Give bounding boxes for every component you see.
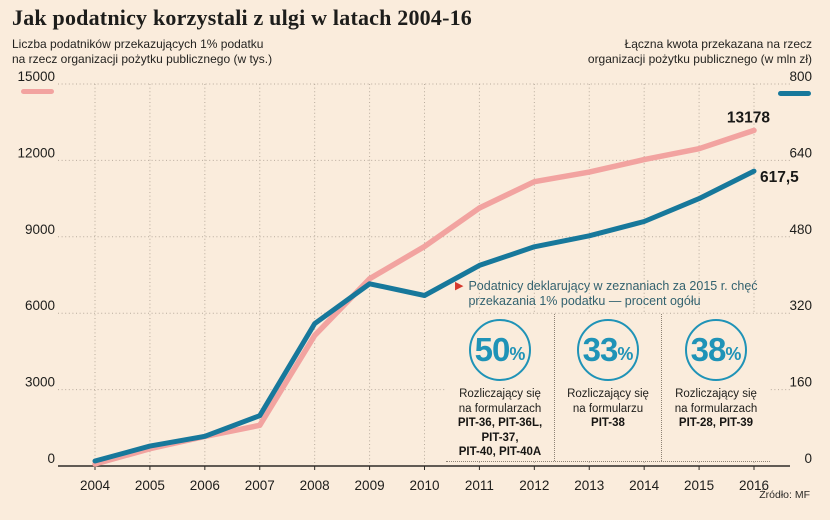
right-axis-caption: Łączna kwota przekazana na rzecz organiz… xyxy=(588,37,812,67)
right-axis-caption-line1: Łączna kwota przekazana na rzecz xyxy=(624,37,812,51)
left-axis-tick-label: 9000 xyxy=(25,222,55,237)
annotation: ▶ Podatnicy deklarujący w zeznaniach za … xyxy=(455,279,760,309)
stat-circle-38-icon: 38% xyxy=(685,319,747,381)
stat-col-pit28-group: 38% Rozliczający się na formularzach PIT… xyxy=(662,314,770,461)
stat-caption: Rozliczający się xyxy=(675,388,757,400)
x-axis-tick-label: 2007 xyxy=(245,478,275,493)
left-axis-tick-label: 6000 xyxy=(25,298,55,313)
left-axis-tick-label: 3000 xyxy=(25,375,55,390)
x-axis-tick-label: 2004 xyxy=(80,478,111,493)
stat-value: 38 xyxy=(690,331,727,368)
stat-caption: Rozliczający się xyxy=(459,388,541,400)
legend-swatch-amount-icon xyxy=(778,91,811,96)
stat-forms: PIT-28, PIT-39 xyxy=(678,417,754,429)
right-axis-tick-label: 320 xyxy=(789,298,812,313)
series-line-amount xyxy=(92,168,757,464)
stat-caption: na formularzu xyxy=(572,402,644,415)
left-axis-caption-line1: Liczba podatników przekazujących 1% poda… xyxy=(12,37,264,51)
stat-col-pit38-group: 33% Rozliczający się na formularzu PIT-3… xyxy=(554,314,662,461)
annotation-arrow-icon: ▶ xyxy=(455,280,464,292)
stats-panel: 50% Rozliczający się na formularzach PIT… xyxy=(446,314,770,462)
series-end-label-taxpayers: 13178 xyxy=(727,109,770,126)
x-axis-tick-label: 2009 xyxy=(355,478,385,493)
stat-forms: PIT-40, PIT-40A xyxy=(458,446,542,458)
source-note: Źródło: MF xyxy=(759,489,810,501)
annotation-line1: Podatnicy deklarujący w zeznaniach za 20… xyxy=(468,279,758,293)
x-axis-tick-label: 2015 xyxy=(684,478,714,493)
left-axis-caption-line2: na rzecz organizacji pożytku publicznego… xyxy=(12,52,273,66)
left-axis-tick-label: 0 xyxy=(47,451,55,466)
stat-forms: PIT-37, xyxy=(481,431,519,444)
left-axis-tick-label: 15000 xyxy=(17,69,55,84)
x-axis-tick-label: 2012 xyxy=(519,478,549,493)
percent-sign: % xyxy=(617,343,634,364)
annotation-line2: przekazania 1% podatku — procent ogółu xyxy=(468,294,701,308)
x-axis-tick-label: 2006 xyxy=(190,478,220,493)
stat-circle-33-icon: 33% xyxy=(577,319,639,381)
right-axis-tick-label: 800 xyxy=(789,69,812,84)
percent-sign: % xyxy=(509,343,526,364)
x-axis-tick-label: 2016 xyxy=(739,478,769,493)
right-axis-tick-label: 640 xyxy=(789,145,812,160)
x-axis-tick-label: 2013 xyxy=(574,478,604,493)
x-axis-tick-label: 2008 xyxy=(300,478,330,493)
stat-forms: PIT-38 xyxy=(591,417,625,429)
left-axis-tick-label: 12000 xyxy=(17,145,55,160)
x-axis-tick-label: 2010 xyxy=(409,478,439,493)
right-axis-tick-label: 160 xyxy=(789,375,812,390)
stat-value: 33 xyxy=(582,331,619,368)
stat-caption: Rozliczający się xyxy=(567,388,649,400)
page-title: Jak podatnicy korzystali z ulgi w latach… xyxy=(12,5,472,30)
right-axis-tick-label: 0 xyxy=(804,451,812,466)
series-end-label-amount: 617,5 xyxy=(760,169,799,186)
x-axis-tick-label: 2005 xyxy=(135,478,165,493)
stat-col-pit37-group: 50% Rozliczający się na formularzach PIT… xyxy=(446,314,554,461)
x-axis-tick-label: 2014 xyxy=(629,478,660,493)
x-axis-tick-label: 2011 xyxy=(465,478,494,493)
stat-caption: na formularzach xyxy=(458,402,542,415)
stat-value: 50 xyxy=(474,331,511,368)
left-axis-caption: Liczba podatników przekazujących 1% poda… xyxy=(12,37,272,67)
right-axis-tick-label: 480 xyxy=(789,222,812,237)
right-axis-caption-line2: organizacji pożytku publicznego (w mln z… xyxy=(587,52,812,66)
percent-sign: % xyxy=(725,343,742,364)
stat-circle-50-icon: 50% xyxy=(469,319,531,381)
stat-forms: PIT-36, PIT-36L, xyxy=(457,417,543,429)
legend-swatch-taxpayers-icon xyxy=(21,89,54,94)
annotation-text: Podatnicy deklarujący w zeznaniach za 20… xyxy=(468,279,757,309)
stat-caption: na formularzach xyxy=(674,402,758,415)
